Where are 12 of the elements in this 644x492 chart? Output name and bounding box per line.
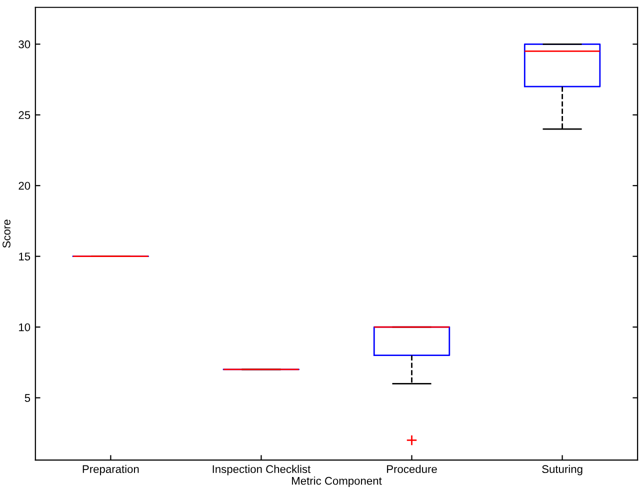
- y-tick-label: 30: [18, 40, 30, 48]
- x-tick-label: Inspection Checklist: [212, 464, 311, 476]
- x-tick-label: Preparation: [82, 464, 139, 476]
- y-axis-title: Score: [2, 220, 10, 248]
- y-tick-label: 5: [24, 394, 30, 402]
- y-tick-label: 20: [18, 182, 30, 190]
- y-tick-label: 10: [19, 323, 30, 332]
- y-tick-label: 15: [19, 252, 30, 260]
- x-axis-title: Metric Component: [292, 476, 382, 487]
- y-tick-label: 25: [18, 111, 30, 120]
- x-tick-label: Suturing: [542, 464, 582, 476]
- x-tick-label: Procedure: [387, 464, 437, 474]
